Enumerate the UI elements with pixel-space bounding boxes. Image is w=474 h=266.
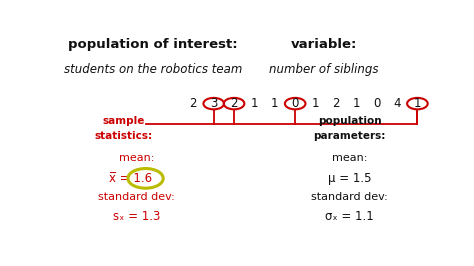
Text: standard dev:: standard dev: [98, 192, 175, 202]
Text: population: population [318, 116, 381, 126]
Text: population of interest:: population of interest: [68, 38, 238, 51]
Text: 0: 0 [292, 97, 299, 110]
Text: 1: 1 [251, 97, 258, 110]
Text: 3: 3 [210, 97, 218, 110]
Text: sₓ = 1.3: sₓ = 1.3 [113, 210, 160, 223]
Text: 2: 2 [230, 97, 238, 110]
Text: 1: 1 [271, 97, 279, 110]
Text: variable:: variable: [291, 38, 357, 51]
Text: standard dev:: standard dev: [311, 192, 388, 202]
Text: μ = 1.5: μ = 1.5 [328, 172, 371, 185]
Text: number of siblings: number of siblings [269, 63, 379, 76]
Text: 2: 2 [190, 97, 197, 110]
Text: x̅ = 1.6: x̅ = 1.6 [109, 172, 153, 185]
Text: 2: 2 [332, 97, 340, 110]
Text: statistics:: statistics: [94, 131, 153, 141]
Text: mean:: mean: [118, 153, 154, 163]
Text: students on the robotics team: students on the robotics team [64, 63, 242, 76]
Text: 1: 1 [353, 97, 360, 110]
Text: 4: 4 [393, 97, 401, 110]
Text: 0: 0 [373, 97, 380, 110]
Text: σₓ = 1.1: σₓ = 1.1 [325, 210, 374, 223]
Text: 1: 1 [312, 97, 319, 110]
Text: 1: 1 [414, 97, 421, 110]
Text: mean:: mean: [332, 153, 367, 163]
Text: parameters:: parameters: [313, 131, 386, 141]
Text: sample: sample [102, 116, 145, 126]
